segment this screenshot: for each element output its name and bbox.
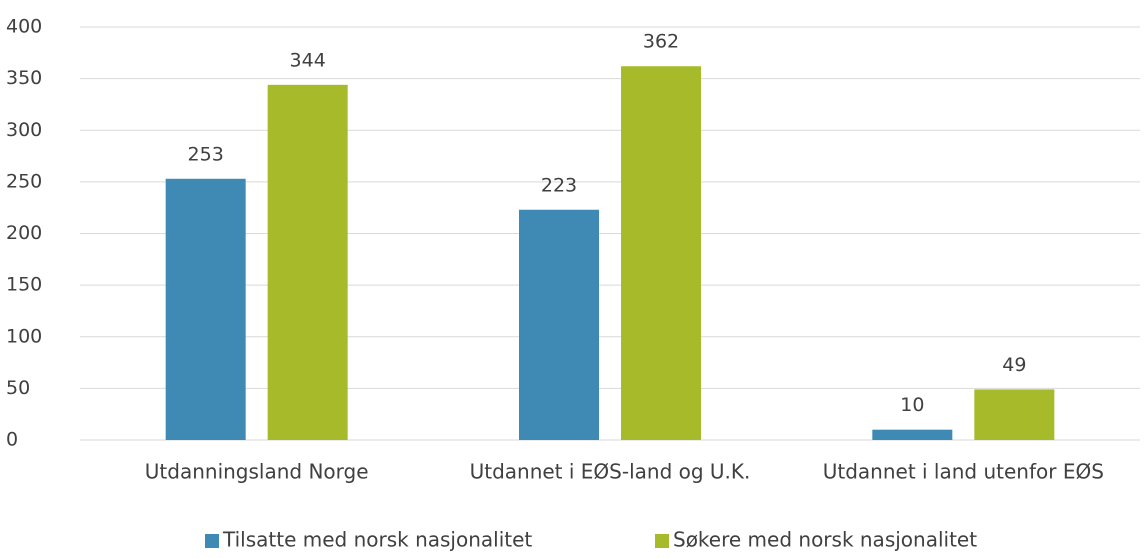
data-label: 253	[188, 143, 224, 165]
x-tick-label: Utdanningsland Norge	[145, 460, 369, 484]
x-tick-label: Utdannet i EØS-land og U.K.	[470, 460, 751, 484]
y-tick-label: 250	[6, 170, 42, 192]
y-tick-label: 100	[6, 325, 42, 347]
bar	[872, 429, 953, 440]
bar	[621, 66, 701, 441]
bar	[974, 389, 1055, 440]
x-tick-label: Utdannet i land utenfor EØS	[823, 460, 1104, 484]
y-tick-label: 0	[6, 429, 18, 451]
y-tick-label: 350	[6, 67, 42, 89]
y-tick-label: 50	[6, 377, 30, 399]
data-label: 223	[541, 174, 577, 196]
legend-swatch	[205, 534, 219, 548]
bar	[519, 209, 599, 440]
y-tick-label: 150	[6, 274, 42, 296]
y-tick-label: 400	[6, 16, 42, 38]
data-label: 362	[643, 31, 679, 53]
legend-label: Søkere med norsk nasjonalitet	[673, 528, 977, 552]
data-label: 344	[290, 49, 326, 71]
y-tick-label: 200	[6, 222, 42, 244]
data-label: 10	[900, 394, 924, 416]
legend-swatch	[655, 534, 669, 548]
y-tick-label: 300	[6, 119, 42, 141]
legend-label: Tilsatte med norsk nasjonalitet	[222, 528, 532, 552]
bar	[267, 84, 348, 440]
bar	[165, 178, 246, 440]
data-label: 49	[1002, 354, 1026, 376]
